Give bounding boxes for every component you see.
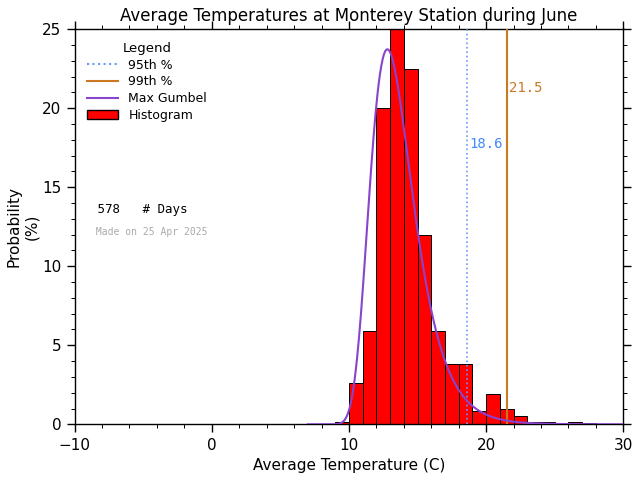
Bar <box>349 383 363 424</box>
X-axis label: Average Temperature (C): Average Temperature (C) <box>253 458 445 473</box>
Bar <box>431 331 445 424</box>
Bar <box>363 331 376 424</box>
Bar <box>568 421 582 424</box>
Bar <box>541 421 555 424</box>
Bar <box>486 394 500 424</box>
Title: Average Temperatures at Monterey Station during June: Average Temperatures at Monterey Station… <box>120 7 578 25</box>
Bar <box>404 69 417 424</box>
Bar <box>459 364 472 424</box>
Text: 21.5: 21.5 <box>509 82 542 96</box>
Bar <box>376 108 390 424</box>
Text: 18.6: 18.6 <box>469 137 502 151</box>
Bar <box>335 421 349 424</box>
Bar <box>555 423 568 424</box>
Legend: 95th %, 99th %, Max Gumbel, Histogram: 95th %, 99th %, Max Gumbel, Histogram <box>81 36 213 128</box>
Bar <box>417 235 431 424</box>
Bar <box>472 410 486 424</box>
Bar <box>527 421 541 424</box>
Bar <box>445 364 459 424</box>
Text: 578   # Days: 578 # Days <box>90 203 188 216</box>
Bar <box>582 423 596 424</box>
Bar <box>500 408 514 424</box>
Bar <box>390 29 404 424</box>
Bar <box>514 416 527 424</box>
Text: Made on 25 Apr 2025: Made on 25 Apr 2025 <box>90 227 207 237</box>
Y-axis label: Probability
(%): Probability (%) <box>7 186 39 267</box>
